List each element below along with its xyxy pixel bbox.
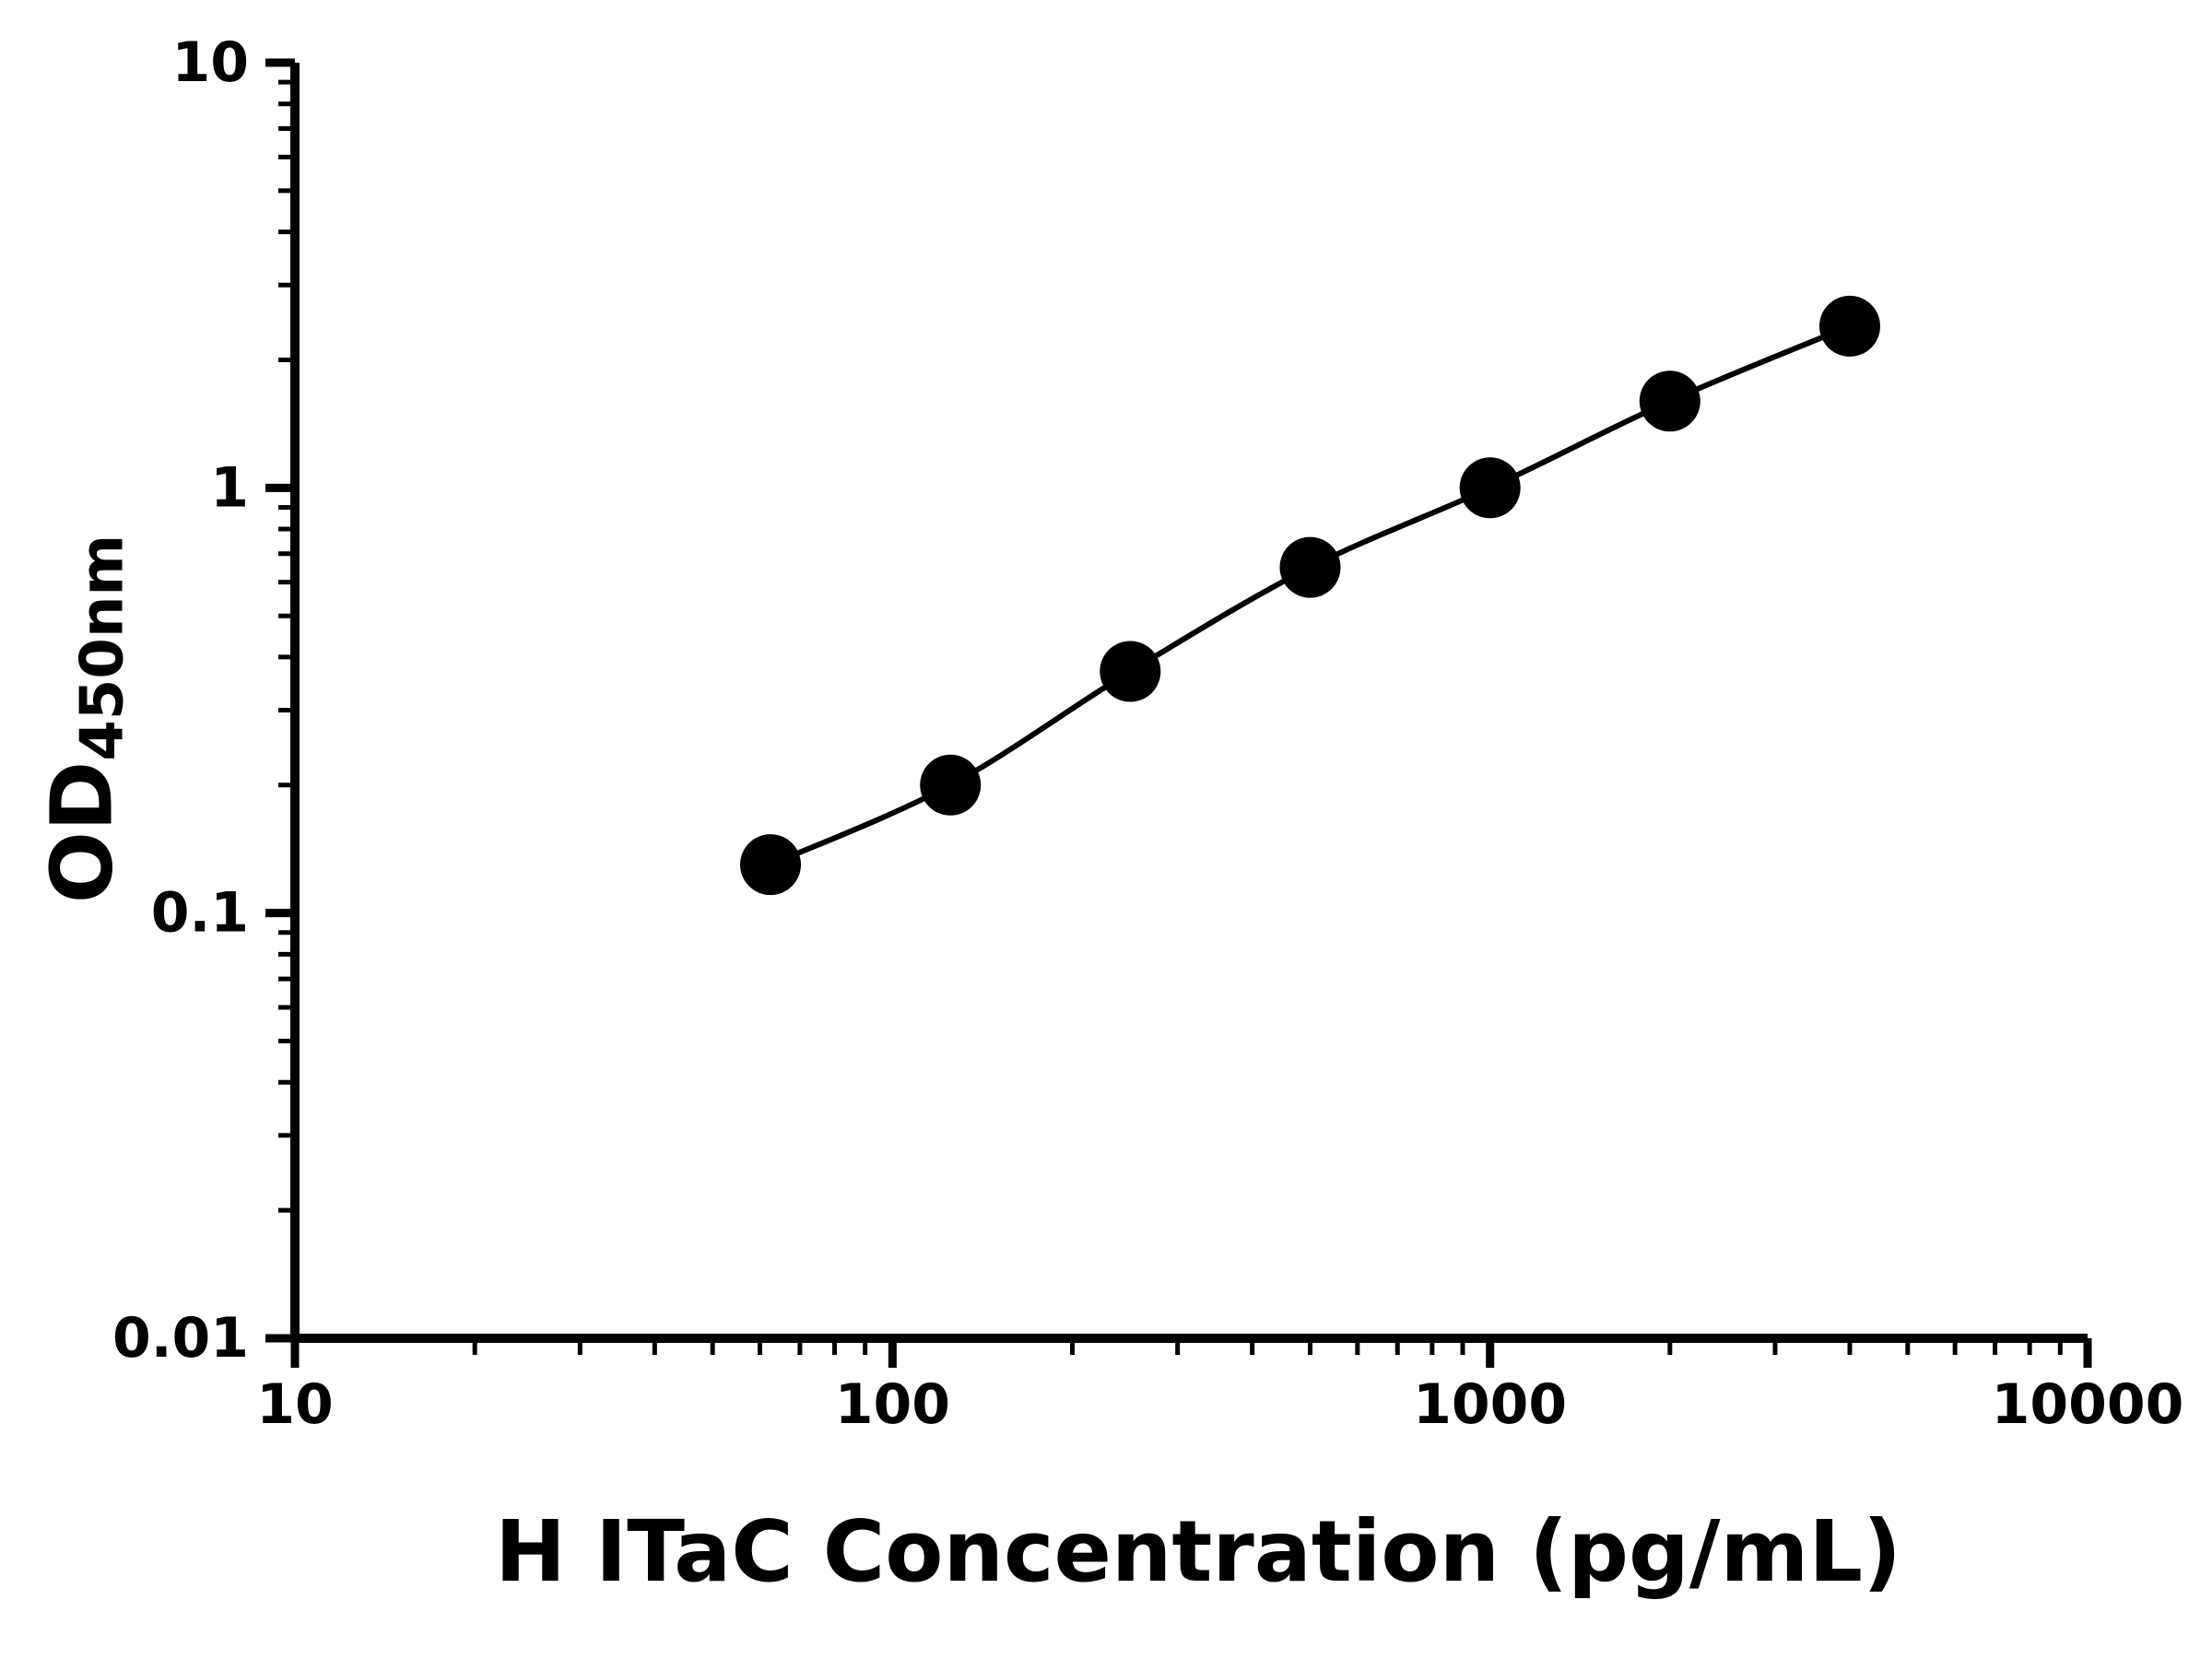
y-tick-label: 0.1 <box>151 881 249 946</box>
data-point <box>1279 536 1341 598</box>
y-tick-label: 10 <box>172 30 250 95</box>
data-point <box>740 834 801 896</box>
data-point <box>1819 295 1880 357</box>
x-tick-label: 1000 <box>1413 1372 1567 1437</box>
y-tick-label: 0.01 <box>112 1306 249 1371</box>
tick-labels: 10 100 1000 10000 0.01 0.1 1 10 <box>112 30 2183 1437</box>
data-point <box>1639 371 1700 432</box>
axis-spines <box>290 63 2088 1343</box>
data-point <box>1100 641 1161 702</box>
data-point <box>920 754 982 816</box>
minor-ticks <box>278 79 2063 1355</box>
y-tick-label: 1 <box>210 455 249 520</box>
y-axis-title-subscript: 450nm <box>68 534 137 761</box>
y-axis-title-base: OD <box>32 760 132 904</box>
data-series <box>740 295 1880 896</box>
data-point <box>1459 457 1521 519</box>
x-tick-label: 10 <box>256 1372 334 1437</box>
x-tick-label: 10000 <box>1992 1372 2184 1437</box>
x-axis-title: H ITaC Concentration (pg/mL) <box>495 1502 1901 1601</box>
axis-spines <box>290 63 2088 1343</box>
major-ticks <box>265 58 2092 1368</box>
x-tick-label: 100 <box>835 1372 950 1437</box>
y-axis-title: OD450nm <box>33 535 137 903</box>
